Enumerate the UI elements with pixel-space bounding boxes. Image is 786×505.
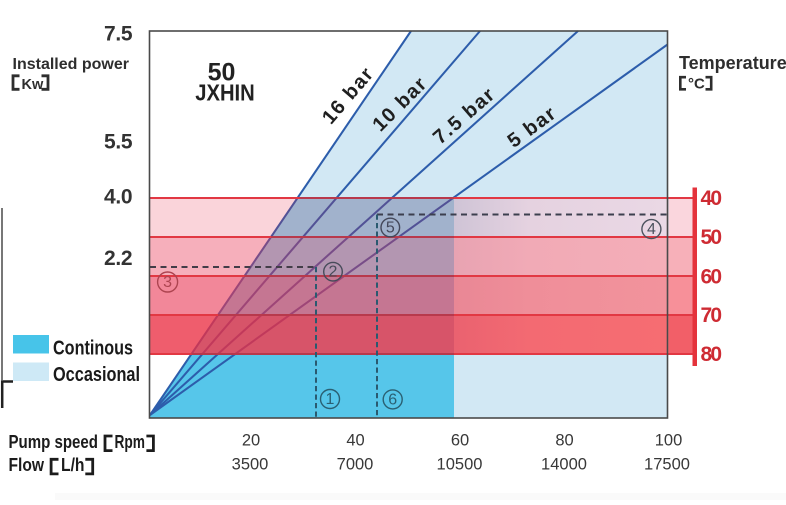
svg-text:6: 6 bbox=[388, 391, 397, 408]
svg-text:80: 80 bbox=[701, 343, 723, 366]
svg-text:80: 80 bbox=[555, 432, 573, 450]
svg-text:7000: 7000 bbox=[337, 456, 374, 474]
svg-text:50: 50 bbox=[701, 226, 723, 249]
svg-text:100: 100 bbox=[655, 432, 683, 450]
svg-text:4.0: 4.0 bbox=[104, 186, 133, 209]
svg-text:Temperature: Temperature bbox=[679, 53, 786, 73]
svg-text:5: 5 bbox=[386, 220, 395, 237]
svg-text:17500: 17500 bbox=[644, 456, 690, 474]
svg-text:°C: °C bbox=[688, 76, 705, 93]
svg-text:Kw: Kw bbox=[22, 77, 44, 93]
svg-text:40: 40 bbox=[346, 432, 364, 450]
svg-text:3500: 3500 bbox=[232, 456, 269, 474]
svg-text:Continous: Continous bbox=[53, 338, 133, 360]
svg-text:50: 50 bbox=[208, 59, 236, 87]
svg-text:60: 60 bbox=[701, 266, 723, 289]
svg-text:L/h: L/h bbox=[61, 455, 85, 475]
svg-text:JXHIN: JXHIN bbox=[195, 80, 255, 106]
svg-text:3: 3 bbox=[163, 274, 172, 291]
svg-text:7.5: 7.5 bbox=[104, 23, 133, 46]
svg-text:2.2: 2.2 bbox=[104, 247, 133, 270]
svg-text:70: 70 bbox=[701, 304, 723, 327]
svg-text:2: 2 bbox=[329, 264, 338, 281]
svg-text:Rpm: Rpm bbox=[115, 432, 146, 452]
svg-text:Flow: Flow bbox=[9, 455, 45, 475]
svg-text:10500: 10500 bbox=[437, 456, 483, 474]
svg-text:Installed power: Installed power bbox=[13, 56, 129, 73]
svg-text:1: 1 bbox=[326, 391, 335, 408]
svg-text:5.5: 5.5 bbox=[104, 131, 133, 154]
svg-text:60: 60 bbox=[451, 432, 469, 450]
svg-text:4: 4 bbox=[647, 221, 656, 238]
svg-text:40: 40 bbox=[701, 187, 723, 210]
svg-text:Occasional: Occasional bbox=[53, 364, 140, 386]
svg-text:Pump speed: Pump speed bbox=[9, 432, 99, 452]
svg-text:14000: 14000 bbox=[541, 456, 587, 474]
svg-text:20: 20 bbox=[242, 432, 260, 450]
